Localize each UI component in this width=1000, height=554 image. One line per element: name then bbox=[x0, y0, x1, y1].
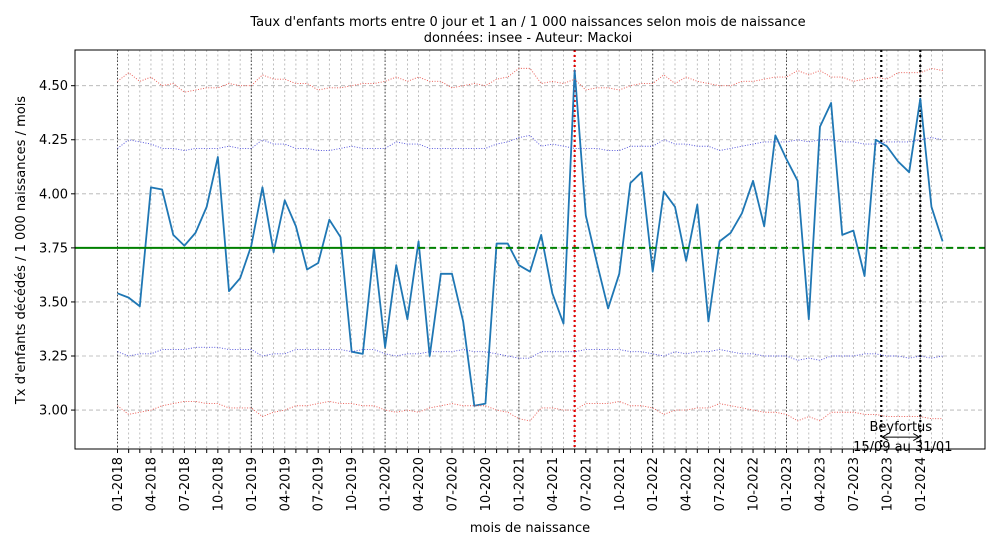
x-tick-label: 04-2019 bbox=[278, 457, 293, 511]
x-tick-label: 04-2021 bbox=[546, 457, 561, 511]
chart-subtitle: données: insee - Auteur: Mackoi bbox=[424, 31, 633, 46]
x-tick-label: 07-2022 bbox=[713, 457, 728, 511]
x-tick-label: 01-2023 bbox=[780, 457, 795, 511]
x-tick-label: 01-2021 bbox=[512, 457, 527, 511]
vline-layer bbox=[117, 50, 922, 449]
axis-layer: 3.00 3.25 3.50 3.75 4.00 4.25 4.50 01-2018 04-20… bbox=[39, 79, 944, 511]
x-tick-label: 10-2023 bbox=[880, 457, 895, 511]
x-tick-label: 07-2019 bbox=[312, 457, 327, 511]
x-tick-label: 04-2023 bbox=[813, 457, 828, 511]
x-tick-label: 01-2022 bbox=[646, 457, 661, 511]
x-tick-label: 10-2020 bbox=[479, 457, 494, 511]
x-tick-label: 10-2018 bbox=[211, 457, 226, 511]
annotation-label-period: 15/09 au 31/01 bbox=[853, 440, 952, 455]
confidence-bound-line bbox=[117, 400, 943, 422]
y-tick-label: 3.75 bbox=[39, 241, 68, 256]
confidence-bound-line bbox=[117, 134, 943, 152]
x-tick-label: 07-2020 bbox=[446, 457, 461, 511]
annotation-arrow-head-right bbox=[913, 433, 921, 442]
y-axis-label: Tx d'enfants décédés / 1 000 naissances … bbox=[14, 96, 29, 405]
series-layer bbox=[117, 67, 944, 422]
x-tick-label: 04-2020 bbox=[412, 457, 427, 511]
chart-title: Taux d'enfants morts entre 0 jour et 1 a… bbox=[249, 15, 805, 30]
x-tick-label: 10-2019 bbox=[345, 457, 360, 511]
x-tick-label: 07-2023 bbox=[847, 457, 862, 511]
annotation-label-beyfortus: Beyfortus bbox=[869, 420, 932, 435]
y-tick-label: 4.25 bbox=[39, 133, 68, 148]
monthly-rate-line bbox=[117, 69, 944, 407]
annotation-arrow-head-left bbox=[881, 433, 889, 442]
x-tick-label: 07-2018 bbox=[178, 457, 193, 511]
x-axis-label: mois de naissance bbox=[470, 521, 590, 536]
x-tick-label: 07-2021 bbox=[579, 457, 594, 511]
x-tick-label: 10-2022 bbox=[747, 457, 762, 511]
x-tick-label: 01-2018 bbox=[111, 457, 126, 511]
x-tick-label: 10-2021 bbox=[613, 457, 628, 511]
x-tick-label: 04-2018 bbox=[144, 457, 159, 511]
x-tick-label: 01-2019 bbox=[245, 457, 260, 511]
y-tick-label: 3.50 bbox=[39, 295, 68, 310]
x-tick-label: 01-2024 bbox=[914, 457, 929, 511]
y-tick-label: 4.50 bbox=[39, 79, 68, 94]
x-tick-label: 01-2020 bbox=[379, 457, 394, 511]
annotation-layer: Beyfortus 15/09 au 31/01 bbox=[853, 420, 952, 455]
y-tick-label: 3.25 bbox=[39, 350, 68, 365]
y-tick-label: 3.00 bbox=[39, 404, 68, 419]
x-tick-label: 04-2022 bbox=[680, 457, 695, 511]
y-tick-label: 4.00 bbox=[39, 187, 68, 202]
